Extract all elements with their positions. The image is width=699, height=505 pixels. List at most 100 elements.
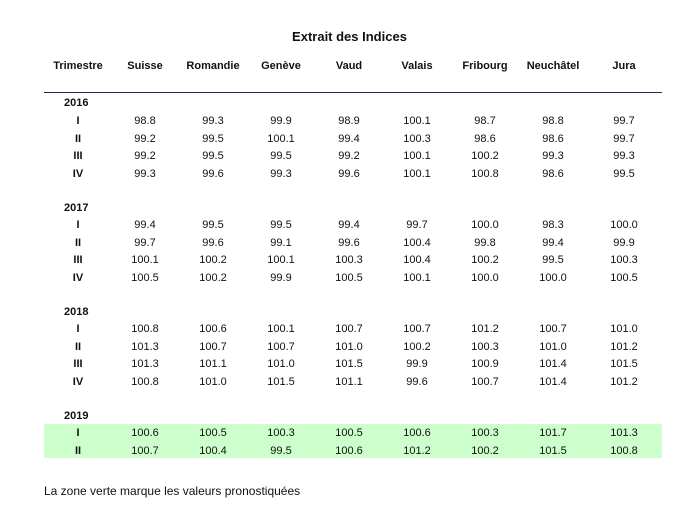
index-value: 101.1 — [199, 358, 227, 370]
index-value: 99.2 — [134, 150, 156, 162]
year-label: 2017 — [64, 202, 89, 214]
quarter-label: IV — [72, 375, 84, 388]
quarter-label: III — [73, 150, 83, 162]
index-value: 99.5 — [542, 254, 564, 266]
index-value: 100.1 — [403, 150, 431, 162]
index-value: 98.6 — [542, 132, 564, 145]
table-title: Extrait des Indices — [292, 29, 407, 44]
index-value: 99.1 — [270, 236, 292, 249]
footnote: La zone verte marque les valeurs pronost… — [44, 484, 301, 498]
index-value: 100.8 — [610, 444, 638, 457]
index-value: 101.3 — [131, 340, 159, 353]
index-value: 100.6 — [403, 427, 431, 439]
index-value: 99.3 — [202, 115, 224, 127]
index-value: 100.7 — [403, 323, 431, 335]
index-value: 99.5 — [270, 219, 292, 231]
index-value: 99.5 — [202, 132, 224, 145]
index-value: 100.1 — [403, 271, 431, 284]
table-row: IV 99.3 99.6 99.3 99.6 100.1 100.8 98.6 99.5 — [0, 168, 699, 185]
index-value: 100.7 — [335, 323, 363, 335]
table-row: I 100.8 100.6 100.1 100.7 100.7 101.2 100.7 101.… — [0, 323, 699, 340]
index-value: 99.9 — [270, 271, 292, 284]
index-value: 100.2 — [199, 271, 227, 284]
index-value: 99.3 — [270, 167, 292, 180]
index-value: 99.5 — [202, 150, 224, 162]
index-value: 100.7 — [131, 444, 159, 457]
index-value: 100.3 — [267, 427, 295, 439]
index-value: 100.3 — [471, 427, 499, 439]
table-row: II 99.2 99.5 100.1 99.4 100.3 98.6 98.6 99.7 — [0, 133, 699, 150]
index-value: 101.4 — [539, 358, 567, 370]
index-value: 99.6 — [406, 375, 428, 388]
table-row: II 101.3 100.7 100.7 101.0 100.2 100.3 101.0 101… — [0, 341, 699, 358]
index-value: 100.0 — [539, 271, 567, 284]
index-value: 99.7 — [613, 115, 635, 127]
year-label: 2018 — [64, 306, 89, 318]
quarter-label: I — [76, 219, 80, 231]
column-header-region-7: Neuchâtel — [526, 60, 580, 72]
index-value: 98.8 — [542, 115, 564, 127]
index-value: 100.3 — [335, 254, 363, 266]
index-value: 100.7 — [539, 323, 567, 335]
index-value: 98.6 — [542, 167, 564, 180]
index-value: 100.5 — [335, 271, 363, 284]
index-value: 100.1 — [403, 115, 431, 127]
index-value: 100.2 — [403, 340, 431, 353]
index-value: 101.2 — [403, 444, 431, 457]
table-row: IV 100.5 100.2 99.9 100.5 100.1 100.0 100.0 100.… — [0, 272, 699, 289]
column-header-trimestre: Trimestre — [53, 60, 103, 72]
table-row: IV 100.8 101.0 101.5 101.1 99.6 100.7 101.4 101.… — [0, 376, 699, 393]
quarter-label: III — [73, 254, 83, 266]
index-value: 99.4 — [542, 236, 564, 249]
index-value: 100.5 — [610, 271, 638, 284]
quarter-label: I — [76, 115, 80, 127]
index-value: 100.1 — [131, 254, 159, 266]
index-value: 100.1 — [403, 167, 431, 180]
index-value: 100.8 — [131, 375, 159, 388]
index-value: 99.7 — [613, 132, 635, 145]
index-value: 101.0 — [267, 358, 295, 370]
year-label: 2019 — [64, 410, 89, 422]
quarter-label: II — [74, 444, 82, 457]
index-value: 99.9 — [270, 115, 292, 127]
index-value: 99.9 — [406, 358, 428, 370]
quarter-label: IV — [72, 167, 84, 180]
index-value: 100.2 — [199, 254, 227, 266]
index-value: 100.9 — [471, 358, 499, 370]
index-value: 98.8 — [134, 115, 156, 127]
year-label: 2016 — [64, 97, 89, 109]
table-row: II 100.7 100.4 99.5 100.6 101.2 100.2 101.5 100.… — [0, 445, 699, 462]
index-value: 99.6 — [338, 167, 360, 180]
index-value: 99.4 — [134, 219, 156, 231]
index-value: 100.1 — [267, 254, 295, 266]
column-header-row: Trimestre Suisse Romandie Genève Vaud Valais F… — [0, 60, 699, 76]
index-value: 100.5 — [335, 427, 363, 439]
quarter-label: II — [74, 132, 82, 145]
index-value: 101.3 — [610, 427, 638, 439]
index-value: 98.3 — [542, 219, 564, 231]
index-value: 100.0 — [610, 219, 638, 231]
quarter-label: I — [76, 323, 80, 335]
index-value: 99.5 — [270, 444, 292, 457]
index-value: 98.6 — [474, 132, 496, 145]
index-value: 100.1 — [267, 132, 295, 145]
quarter-label: III — [73, 358, 83, 370]
quarter-label: II — [74, 340, 82, 353]
table-row: III 99.2 99.5 99.5 99.2 100.1 100.2 99.3 99.3 — [0, 150, 699, 167]
index-value: 99.6 — [202, 236, 224, 249]
index-value: 99.6 — [202, 167, 224, 180]
index-value: 100.7 — [471, 375, 499, 388]
index-value: 99.2 — [134, 132, 156, 145]
column-header-region-8: Jura — [612, 60, 636, 72]
table-row: I 100.6 100.5 100.3 100.5 100.6 100.3 101.7 101.… — [0, 427, 699, 444]
index-value: 101.3 — [131, 358, 159, 370]
column-header-region-3: Genève — [261, 60, 301, 72]
index-value: 100.3 — [471, 340, 499, 353]
table-row: I 99.4 99.5 99.5 99.4 99.7 100.0 98.3 100.0 — [0, 219, 699, 236]
index-value: 99.3 — [134, 167, 156, 180]
index-value: 99.3 — [542, 150, 564, 162]
index-value: 101.2 — [610, 375, 638, 388]
index-value: 99.3 — [613, 150, 635, 162]
index-value: 101.7 — [539, 427, 567, 439]
index-value: 100.8 — [131, 323, 159, 335]
